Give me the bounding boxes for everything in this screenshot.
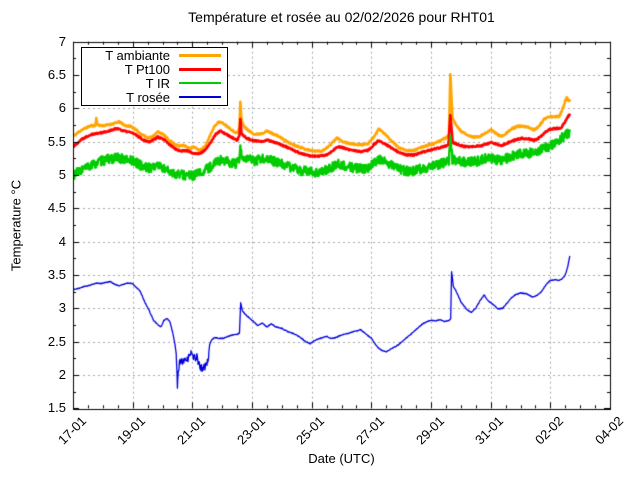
y-tick-label: 2.5 <box>47 333 66 349</box>
legend: T ambiante T Pt100 T IR T rosée <box>81 47 228 106</box>
y-tick-label: 3.5 <box>47 266 66 282</box>
y-tick-label: 3 <box>58 300 66 316</box>
legend-label: T IR <box>145 75 170 91</box>
legend-item: T ambiante <box>82 49 227 62</box>
y-tick-label: 5 <box>58 167 66 182</box>
legend-line-sample <box>179 96 221 99</box>
y-tick-label: 4.5 <box>47 200 66 216</box>
y-tick-label: 5.5 <box>47 133 66 149</box>
y-tick-label: 6.5 <box>47 67 66 83</box>
y-tick-label: 2 <box>58 366 66 382</box>
chart-title: Température et rosée au 02/02/2026 pour … <box>188 9 495 25</box>
legend-item: T IR <box>82 77 227 90</box>
x-axis-label: Date (UTC) <box>308 451 375 466</box>
legend-item: T rosée <box>82 91 227 104</box>
legend-label: T Pt100 <box>124 62 170 78</box>
legend-line-sample <box>179 68 221 72</box>
y-tick-label: 6 <box>58 100 66 116</box>
legend-item: T Pt100 <box>82 63 227 76</box>
y-tick-label: 4 <box>58 233 66 249</box>
y-tick-label: 7 <box>58 33 66 49</box>
legend-line-sample <box>179 54 221 58</box>
y-axis-label: Temperature °C <box>8 179 24 272</box>
legend-label: T ambiante <box>105 48 170 64</box>
y-tick-label: 1.5 <box>47 400 66 416</box>
legend-label: T rosée <box>126 89 170 105</box>
legend-line-sample <box>179 82 221 85</box>
